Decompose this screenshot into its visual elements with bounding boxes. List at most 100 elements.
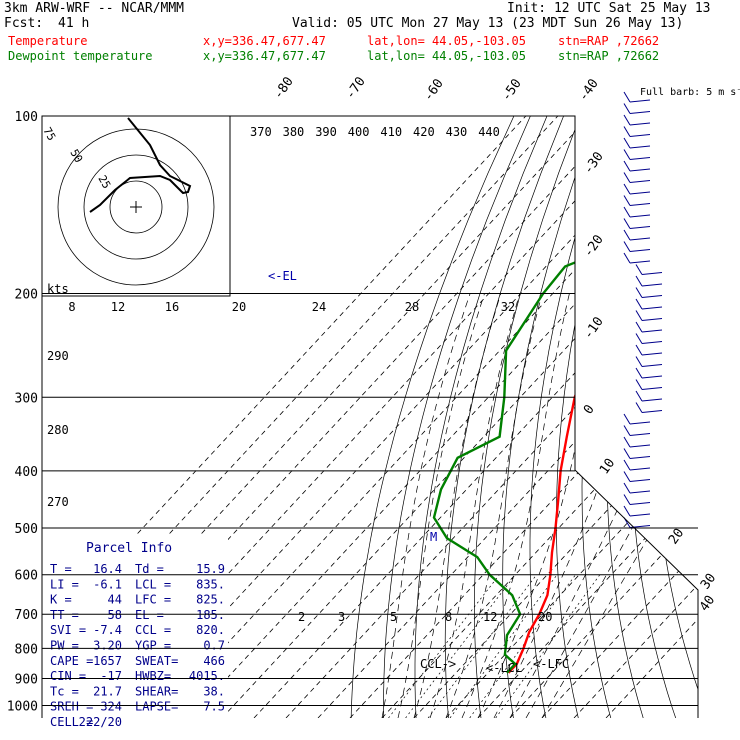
dewpoint-latlon: lat,lon= 44.05,-103.05 [367, 49, 526, 63]
dry-adiabat [556, 116, 631, 718]
parcel-stat-label: Tc = [50, 684, 79, 698]
wind-barb [629, 444, 651, 448]
wind-barb-flag [623, 126, 631, 137]
isotherm-label: -40 [576, 76, 602, 104]
parcel-stat-value: 0.7 [203, 639, 225, 653]
pressure-tick-label: 500 [15, 522, 38, 537]
pressure-tick-label: 400 [15, 465, 38, 480]
wind-barb [629, 467, 651, 471]
hodograph-speed-label: 8 [68, 300, 75, 314]
wind-barb [629, 490, 651, 494]
temperature-latlon: lat,lon= 44.05,-103.05 [367, 34, 526, 48]
wind-barb-flag [623, 436, 631, 448]
theta-label: 420 [413, 125, 435, 139]
wind-barb [629, 456, 651, 459]
wind-barb [629, 513, 651, 517]
init-time: Init: 12 UTC Sat 25 May 13 [507, 1, 711, 16]
parcel-stat-value: 3.20 [93, 639, 122, 653]
parcel-stat-value: 58 [108, 608, 122, 622]
wind-barb-flag [623, 172, 631, 183]
isotherm-line [285, 116, 698, 718]
hodograph-ring-label: 50 [67, 147, 85, 165]
wind-barb [629, 214, 651, 218]
pressure-tick-label: 1000 [7, 700, 38, 715]
wind-barb-flag [635, 344, 643, 356]
parcel-stat-value: 825. [196, 593, 225, 607]
parcel-stat-label: SREH = [50, 700, 93, 714]
pressure-tick-label: 200 [15, 287, 38, 302]
wind-barb [629, 134, 651, 137]
wind-barb-flag [623, 114, 631, 126]
isotherm-label: -70 [343, 74, 369, 102]
wind-barb-flag [635, 321, 643, 333]
wind-barb-flag [635, 390, 643, 402]
moist-adiabat [397, 293, 485, 718]
parcel-stat-label: Td = [135, 562, 164, 576]
dry-adiabat [700, 116, 740, 718]
wind-barb-flag [623, 206, 631, 218]
isotherm-line [381, 116, 698, 718]
parcel-stat-value: 820. [196, 623, 225, 637]
forecast-hours: 41 h [58, 16, 90, 31]
wind-barb [629, 260, 651, 264]
hodograph-units: kts [47, 282, 69, 296]
parcel-stat-value: 185. [196, 608, 225, 622]
wind-barb [641, 329, 663, 333]
mixing-ratio-label: 8 [445, 610, 452, 624]
parcel-info-title: Parcel Info [86, 541, 172, 556]
isotherm-label: 10 [597, 456, 618, 477]
wind-barb [629, 421, 651, 425]
dewpoint-xy: x,y=336.47,677.47 [203, 49, 326, 63]
theta-label: 390 [315, 125, 337, 139]
parcel-stat-value: 4015. [189, 669, 225, 683]
theta-e-label: 280 [47, 423, 69, 437]
mixing-ratio-line [495, 574, 601, 718]
parcel-stat-label: CCL = [135, 623, 171, 637]
wind-barb-flag [635, 264, 643, 275]
moist-adiabat [477, 293, 604, 718]
wind-barb-flag [623, 471, 631, 482]
wind-barb-flag [623, 103, 631, 114]
temperature-xy: x,y=336.47,677.47 [203, 34, 326, 48]
mixing-ratio-line [405, 574, 516, 718]
dry-adiabat [654, 116, 698, 718]
isotherm-label: -20 [581, 232, 607, 260]
level-marker: <-LFC [533, 657, 569, 671]
wind-barb-flag [623, 494, 631, 505]
wind-barb [629, 502, 651, 505]
parcel-stat-value: 1657 [93, 654, 122, 668]
theta-e-label: 270 [47, 495, 69, 509]
theta-e-label: 290 [47, 349, 69, 363]
moist-adiabat [381, 293, 471, 718]
isotherm-line [541, 116, 698, 718]
wind-barb-flag [623, 160, 631, 172]
hodograph-speed-label: 16 [165, 300, 179, 314]
parcel-stat-value: 21.7 [93, 684, 122, 698]
wind-barb-flag [623, 183, 631, 195]
wind-barb-flag [623, 137, 631, 149]
dry-adiabat [444, 116, 564, 718]
wind-barb-flag [623, 252, 631, 264]
wind-barb-flag [623, 91, 631, 103]
isotherm-line [413, 116, 698, 718]
parcel-stat-value: 222/20 [79, 715, 122, 729]
parcel-stat-label: TT = [50, 608, 79, 622]
level-marker: <-LCL [486, 661, 522, 675]
hodograph-speed-label: 20 [232, 300, 246, 314]
isotherm-label: 20 [666, 526, 687, 547]
temperature-station: stn=RAP ,72662 [558, 34, 660, 48]
parcel-stat-value: 38. [203, 684, 225, 698]
pressure-tick-label: 100 [15, 110, 38, 125]
isotherm-line [445, 116, 698, 718]
model-title: 3km ARW-WRF -- NCAR/MMM [4, 1, 185, 16]
parcel-stat-value: -6.1 [93, 577, 122, 591]
isotherm-label: -10 [581, 314, 607, 342]
mixing-ratio-label: 2 [298, 610, 305, 624]
parcel-stat-value: 44 [108, 593, 122, 607]
isotherm-line [573, 116, 698, 718]
isotherm-line [189, 116, 698, 718]
level-marker: M [430, 530, 437, 544]
parcel-stat-label: K = [50, 593, 72, 607]
dry-adiabat [414, 116, 548, 718]
